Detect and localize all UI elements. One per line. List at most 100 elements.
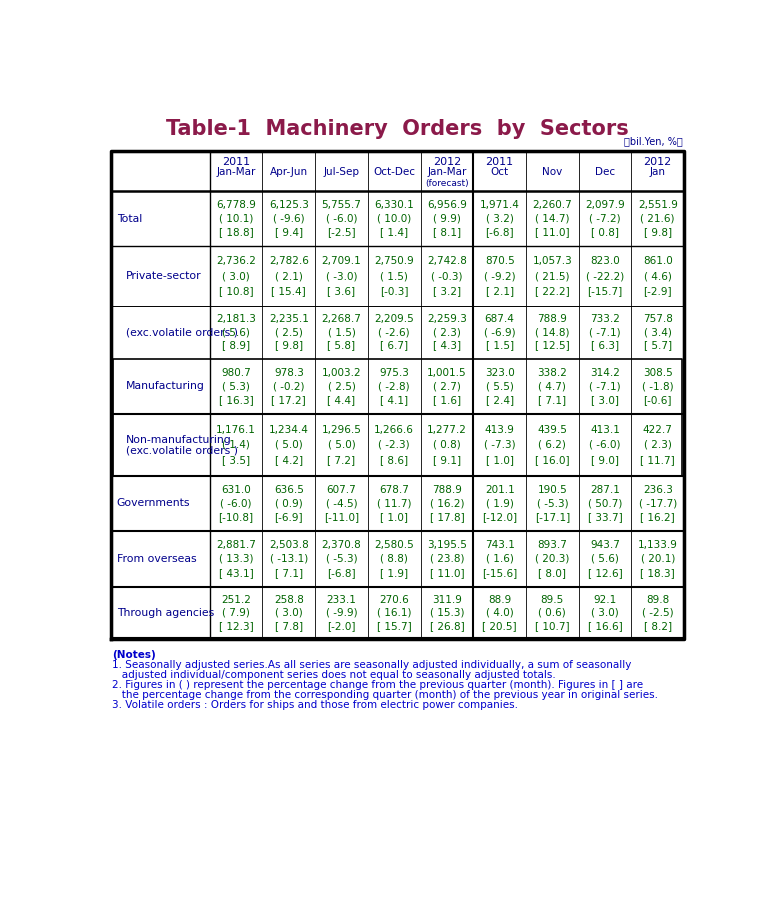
Text: 1,266.6: 1,266.6 xyxy=(374,425,414,434)
Text: 287.1: 287.1 xyxy=(590,485,620,494)
Text: 2,259.3: 2,259.3 xyxy=(427,315,467,324)
Text: 2,260.7: 2,260.7 xyxy=(533,199,572,209)
Text: 233.1: 233.1 xyxy=(326,595,356,604)
Text: ( -5.3): ( -5.3) xyxy=(325,554,357,564)
Text: [ 1.6]: [ 1.6] xyxy=(433,395,461,405)
Text: ( 50.7): ( 50.7) xyxy=(587,499,622,509)
Text: 870.5: 870.5 xyxy=(485,257,515,267)
Text: ( -6.0): ( -6.0) xyxy=(589,440,621,450)
Text: 1,176.1: 1,176.1 xyxy=(216,425,256,434)
Text: ( -2.5): ( -2.5) xyxy=(642,608,673,618)
Text: ( 20.1): ( 20.1) xyxy=(641,554,675,564)
Text: [-0.6]: [-0.6] xyxy=(643,395,672,405)
Text: ( 5.0): ( 5.0) xyxy=(275,440,303,450)
Text: ( 13.3): ( 13.3) xyxy=(219,554,254,564)
Text: ( -22.2): ( -22.2) xyxy=(586,271,624,281)
Text: 1. Seasonally adjusted series.As all series are seasonally adjusted individually: 1. Seasonally adjusted series.As all ser… xyxy=(112,660,632,670)
Text: Oct: Oct xyxy=(491,167,509,177)
Text: [ 4.4]: [ 4.4] xyxy=(328,395,356,405)
Text: ( -13.1): ( -13.1) xyxy=(270,554,308,564)
Text: [ 12.3]: [ 12.3] xyxy=(219,621,254,631)
Text: 92.1: 92.1 xyxy=(594,595,617,604)
Text: ( 7.9): ( 7.9) xyxy=(222,608,250,618)
Text: ( 0.6): ( 0.6) xyxy=(539,608,566,618)
Text: ( 3.0): ( 3.0) xyxy=(275,608,303,618)
Text: 190.5: 190.5 xyxy=(537,485,567,494)
Text: [ 22.2]: [ 22.2] xyxy=(535,287,570,297)
Text: 422.7: 422.7 xyxy=(643,425,673,434)
Text: [ 16.3]: [ 16.3] xyxy=(219,395,254,405)
Text: 2011: 2011 xyxy=(222,157,250,167)
Text: ( 2.3): ( 2.3) xyxy=(433,328,461,338)
Text: 2,503.8: 2,503.8 xyxy=(269,540,308,550)
Text: ( -7.2): ( -7.2) xyxy=(589,214,621,224)
Text: ( -7.1): ( -7.1) xyxy=(589,381,621,391)
Text: ( 3.0): ( 3.0) xyxy=(591,608,619,618)
Text: [ 43.1]: [ 43.1] xyxy=(219,568,254,578)
Text: 893.7: 893.7 xyxy=(537,540,567,550)
Text: 236.3: 236.3 xyxy=(643,485,673,494)
Text: 251.2: 251.2 xyxy=(221,595,251,604)
Text: [ 3.6]: [ 3.6] xyxy=(328,287,356,297)
Text: [ 3.0]: [ 3.0] xyxy=(591,395,619,405)
Text: 733.2: 733.2 xyxy=(590,315,620,324)
Text: ( 4.6): ( 4.6) xyxy=(644,271,672,281)
Text: Apr-Jun: Apr-Jun xyxy=(270,167,308,177)
Text: 2,709.1: 2,709.1 xyxy=(322,257,362,267)
Text: [-2.9]: [-2.9] xyxy=(643,287,672,297)
Text: [ 18.8]: [ 18.8] xyxy=(219,228,254,238)
Text: [ 15.4]: [ 15.4] xyxy=(271,287,306,297)
Text: 2,268.7: 2,268.7 xyxy=(322,315,362,324)
Text: [-6.9]: [-6.9] xyxy=(274,512,303,522)
Text: ( 9.9): ( 9.9) xyxy=(433,214,461,224)
Text: ( 11.7): ( 11.7) xyxy=(377,499,411,509)
Text: [-12.0]: [-12.0] xyxy=(482,512,517,522)
Text: ( -2.6): ( -2.6) xyxy=(379,328,410,338)
Text: [ 1.4]: [ 1.4] xyxy=(380,228,408,238)
Text: [ 8.2]: [ 8.2] xyxy=(644,621,672,631)
Text: 6,125.3: 6,125.3 xyxy=(269,199,308,209)
Text: [ 2.4]: [ 2.4] xyxy=(485,395,514,405)
Text: Non-manufacturing: Non-manufacturing xyxy=(126,435,232,445)
Text: 636.5: 636.5 xyxy=(274,485,304,494)
Text: [-6.8]: [-6.8] xyxy=(327,568,356,578)
Text: 943.7: 943.7 xyxy=(590,540,620,550)
Text: ( 3.4): ( 3.4) xyxy=(644,328,672,338)
Text: adjusted individual/component series does not equal to seasonally adjusted total: adjusted individual/component series doe… xyxy=(112,670,556,680)
Text: 258.8: 258.8 xyxy=(274,595,304,604)
Text: ( 5.0): ( 5.0) xyxy=(328,440,356,450)
Text: From overseas: From overseas xyxy=(117,554,196,564)
Text: 338.2: 338.2 xyxy=(537,368,567,378)
Text: (Notes): (Notes) xyxy=(112,650,156,660)
Text: [ 1.9]: [ 1.9] xyxy=(380,568,408,578)
Text: [ 0.8]: [ 0.8] xyxy=(591,228,619,238)
Text: [ 16.2]: [ 16.2] xyxy=(640,512,675,522)
Text: 1,001.5: 1,001.5 xyxy=(427,368,467,378)
Text: [ 1.5]: [ 1.5] xyxy=(485,340,514,350)
Text: 788.9: 788.9 xyxy=(537,315,567,324)
Text: 89.5: 89.5 xyxy=(540,595,564,604)
Text: 2,370.8: 2,370.8 xyxy=(322,540,362,550)
Text: ( 5.6): ( 5.6) xyxy=(591,554,619,564)
Text: [ 11.0]: [ 11.0] xyxy=(535,228,570,238)
Text: 413.9: 413.9 xyxy=(485,425,515,434)
Text: ( -6.0): ( -6.0) xyxy=(220,499,252,509)
Text: ( 2.1): ( 2.1) xyxy=(275,271,303,281)
Text: 2011: 2011 xyxy=(485,157,514,167)
Text: [ 9.4]: [ 9.4] xyxy=(274,228,303,238)
Text: 861.0: 861.0 xyxy=(643,257,673,267)
Text: ( 2.5): ( 2.5) xyxy=(328,381,356,391)
Text: Manufacturing: Manufacturing xyxy=(126,381,205,391)
Text: 2,580.5: 2,580.5 xyxy=(374,540,414,550)
Text: 631.0: 631.0 xyxy=(221,485,251,494)
Text: [-11.0]: [-11.0] xyxy=(324,512,359,522)
Text: Through agencies: Through agencies xyxy=(117,608,214,618)
Text: ( 1.5): ( 1.5) xyxy=(328,328,356,338)
Text: 743.1: 743.1 xyxy=(485,540,515,550)
Text: [ 3.2]: [ 3.2] xyxy=(433,287,461,297)
Text: [ 9.1]: [ 9.1] xyxy=(433,455,461,465)
Text: [ 7.1]: [ 7.1] xyxy=(274,568,303,578)
Text: 2. Figures in ( ) represent the percentage change from the previous quarter (mon: 2. Figures in ( ) represent the percenta… xyxy=(112,680,643,690)
Text: 270.6: 270.6 xyxy=(380,595,409,604)
Text: [ 9.0]: [ 9.0] xyxy=(591,455,619,465)
